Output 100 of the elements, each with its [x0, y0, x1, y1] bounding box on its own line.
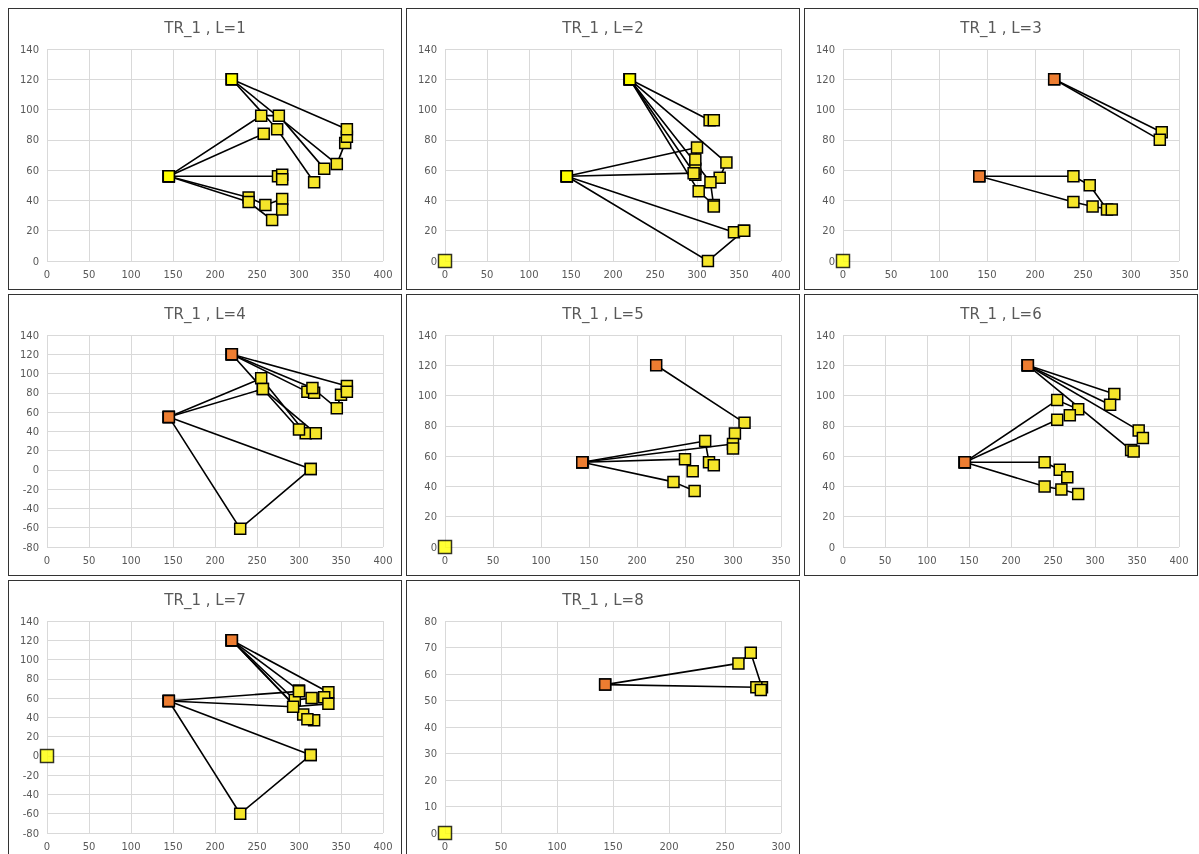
y-tick-label: 10 [424, 801, 437, 812]
x-tick-label: 100 [121, 268, 141, 280]
x-tick-label: 200 [659, 840, 679, 852]
x-tick-label: 300 [289, 268, 309, 280]
x-tick-label: 100 [547, 840, 567, 852]
x-tick-label: 150 [163, 268, 183, 280]
x-tick-label: 250 [247, 268, 267, 280]
x-tick-label: 50 [878, 554, 892, 566]
x-tick-label: 200 [205, 840, 225, 852]
x-tick-label: 0 [839, 554, 847, 566]
y-tick-label: 60 [822, 164, 835, 176]
x-tick-label: 250 [247, 840, 267, 852]
y-tick-label: 60 [26, 692, 39, 704]
y-tick-label: 60 [424, 668, 437, 680]
y-tick-label: 40 [822, 480, 835, 492]
x-tick-label: 200 [205, 268, 225, 280]
y-tick-label: 20 [26, 731, 39, 743]
x-tick-label: 0 [839, 268, 847, 280]
y-tick-label: 20 [822, 225, 835, 237]
y-tick-label: -80 [22, 541, 39, 553]
y-tick-label: 80 [26, 134, 39, 146]
x-tick-label: 100 [929, 268, 949, 280]
y-tick-label: 80 [822, 420, 835, 432]
y-tick-label: 140 [815, 329, 835, 341]
x-tick-label: 200 [627, 554, 647, 566]
y-tick-label: 40 [26, 194, 39, 206]
y-tick-label: 40 [424, 480, 437, 492]
chart-title: TR_1 , L=7 [163, 590, 246, 610]
y-tick-label: 20 [424, 511, 437, 523]
y-tick-label: 0 [430, 255, 437, 267]
y-tick-label: 0 [430, 827, 437, 839]
x-tick-label: 200 [205, 554, 225, 566]
y-tick-label: 80 [26, 387, 39, 399]
y-tick-label: -60 [22, 808, 39, 820]
x-tick-label: 150 [561, 268, 581, 280]
x-tick-label: 400 [373, 554, 393, 566]
y-tick-label: 20 [424, 225, 437, 237]
x-tick-label: 0 [43, 268, 51, 280]
x-tick-label: 0 [43, 840, 51, 852]
y-tick-label: 60 [424, 450, 437, 462]
x-tick-label: 250 [715, 840, 735, 852]
x-tick-label: 200 [1001, 554, 1021, 566]
y-tick-label: 60 [822, 450, 835, 462]
x-tick-label: 50 [82, 840, 96, 852]
y-tick-label: 20 [26, 445, 39, 457]
x-tick-label: 300 [289, 840, 309, 852]
y-tick-label: 80 [424, 420, 437, 432]
y-tick-label: 140 [417, 43, 437, 55]
x-tick-label: 100 [917, 554, 937, 566]
x-tick-label: 250 [645, 268, 665, 280]
y-tick-label: -20 [22, 769, 39, 781]
y-tick-label: 120 [19, 634, 39, 646]
y-tick-label: 80 [26, 673, 39, 685]
y-tick-label: 100 [19, 654, 39, 666]
y-tick-label: 100 [19, 368, 39, 380]
x-tick-label: 300 [723, 554, 743, 566]
y-tick-label: 40 [26, 711, 39, 723]
y-tick-label: -40 [22, 502, 39, 514]
x-tick-label: 200 [1025, 268, 1045, 280]
x-tick-label: 50 [884, 268, 898, 280]
y-tick-label: 50 [424, 695, 437, 706]
x-tick-label: 150 [163, 840, 183, 852]
y-tick-label: 120 [417, 73, 437, 85]
x-tick-label: 150 [959, 554, 979, 566]
x-tick-label: 350 [771, 554, 791, 566]
x-tick-label: 50 [82, 268, 96, 280]
y-tick-label: 40 [424, 194, 437, 206]
chart-title: TR_1 , L=8 [561, 590, 644, 610]
y-tick-label: 80 [424, 615, 437, 627]
y-tick-label: 0 [828, 541, 835, 553]
x-tick-label: 50 [480, 268, 494, 280]
x-tick-label: 300 [771, 840, 791, 852]
x-tick-label: 50 [82, 554, 96, 566]
y-tick-label: 120 [815, 73, 835, 85]
y-tick-label: 120 [417, 359, 437, 371]
y-tick-label: 20 [26, 225, 39, 237]
y-tick-label: 40 [26, 425, 39, 437]
x-tick-label: 400 [771, 268, 791, 280]
y-tick-label: 20 [822, 511, 835, 523]
y-tick-label: 140 [19, 615, 39, 627]
y-tick-label: 120 [19, 348, 39, 360]
x-tick-label: 250 [1073, 268, 1093, 280]
chart-title: TR_1 , L=2 [561, 18, 644, 38]
y-tick-label: 70 [424, 642, 437, 653]
x-tick-label: 350 [729, 268, 749, 280]
y-tick-label: 60 [26, 406, 39, 418]
y-tick-label: 30 [424, 748, 437, 759]
y-tick-label: 100 [815, 104, 835, 116]
x-tick-label: 300 [1085, 554, 1105, 566]
x-tick-label: 300 [1121, 268, 1141, 280]
y-tick-label: 40 [424, 721, 437, 733]
x-tick-label: 50 [486, 554, 500, 566]
x-tick-label: 250 [247, 554, 267, 566]
y-tick-label: -20 [22, 483, 39, 495]
x-tick-label: 150 [163, 554, 183, 566]
x-tick-label: 0 [441, 554, 449, 566]
y-tick-label: 80 [424, 134, 437, 146]
x-tick-label: 350 [1127, 554, 1147, 566]
y-tick-label: -80 [22, 827, 39, 839]
y-tick-label: 60 [26, 164, 39, 176]
